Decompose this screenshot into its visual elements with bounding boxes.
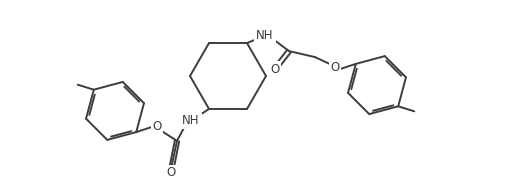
Text: NH: NH bbox=[182, 114, 200, 127]
Text: NH: NH bbox=[256, 29, 274, 42]
Text: O: O bbox=[270, 63, 279, 76]
Text: O: O bbox=[152, 120, 162, 133]
Text: O: O bbox=[330, 61, 340, 74]
Text: O: O bbox=[167, 166, 176, 179]
